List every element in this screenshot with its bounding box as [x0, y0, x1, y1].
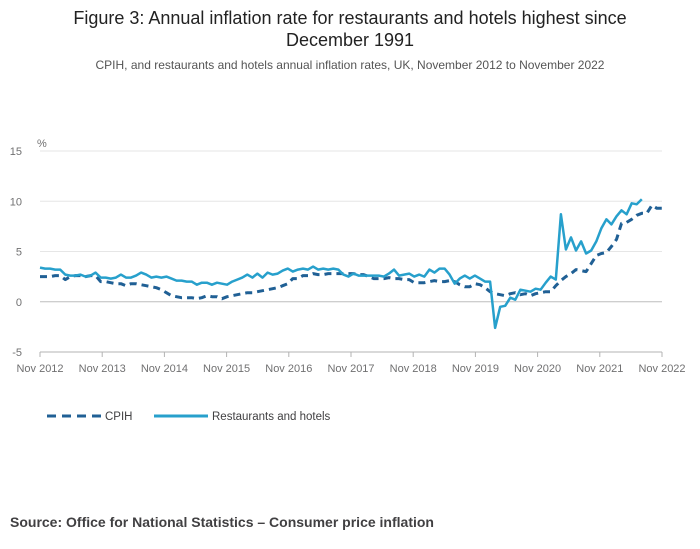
chart-subtitle: CPIH, and restaurants and hotels annual …	[95, 58, 605, 72]
axes: -5 0 5 10 15% Nov 2012 Nov 2013 Nov 2014 Nov 201…	[10, 138, 686, 375]
y-axis-label: %	[37, 138, 47, 150]
x-tick-label: Nov 2019	[452, 363, 499, 375]
y-tick-label: 5	[16, 247, 22, 259]
x-tick-label: Nov 2016	[265, 363, 312, 375]
y-tick-label: -5	[12, 347, 22, 359]
x-tick-label: Nov 2013	[79, 363, 126, 375]
legend-item-restaurants-and-hotels[interactable]: Restaurants and hotels	[154, 411, 331, 423]
series-lines	[39, 198, 662, 330]
x-tick-label: Nov 2022	[638, 363, 685, 375]
chart-title: Figure 3: Annual inflation rate for rest…	[0, 7, 700, 51]
x-tick-label: Nov 2014	[141, 363, 188, 375]
series-line-restaurants-and-hotels	[39, 198, 643, 330]
legend: CPIH Restaurants and hotels	[47, 411, 331, 423]
x-tick-label: Nov 2012	[16, 363, 63, 375]
x-tick-label: Nov 2015	[203, 363, 250, 375]
chart-title-line-2: December 1991	[285, 30, 415, 50]
legend-label: CPIH	[105, 411, 132, 423]
y-tick-label: 0	[16, 297, 22, 309]
y-tick-label: 15	[10, 146, 22, 158]
chart-title-line-1: Figure 3: Annual inflation rate for rest…	[73, 8, 627, 28]
x-tick-label: Nov 2017	[327, 363, 374, 375]
series-line-cpih	[40, 203, 662, 301]
legend-label: Restaurants and hotels	[212, 411, 331, 423]
x-tick-label: Nov 2018	[390, 363, 437, 375]
legend-item-cpih[interactable]: CPIH	[47, 411, 132, 423]
x-tick-label: Nov 2021	[576, 363, 623, 375]
gridlines	[40, 150, 662, 353]
x-tick-label: Nov 2020	[514, 363, 561, 375]
y-tick-label: 10	[10, 196, 22, 208]
source-note: Source: Office for National Statistics –…	[10, 514, 434, 530]
